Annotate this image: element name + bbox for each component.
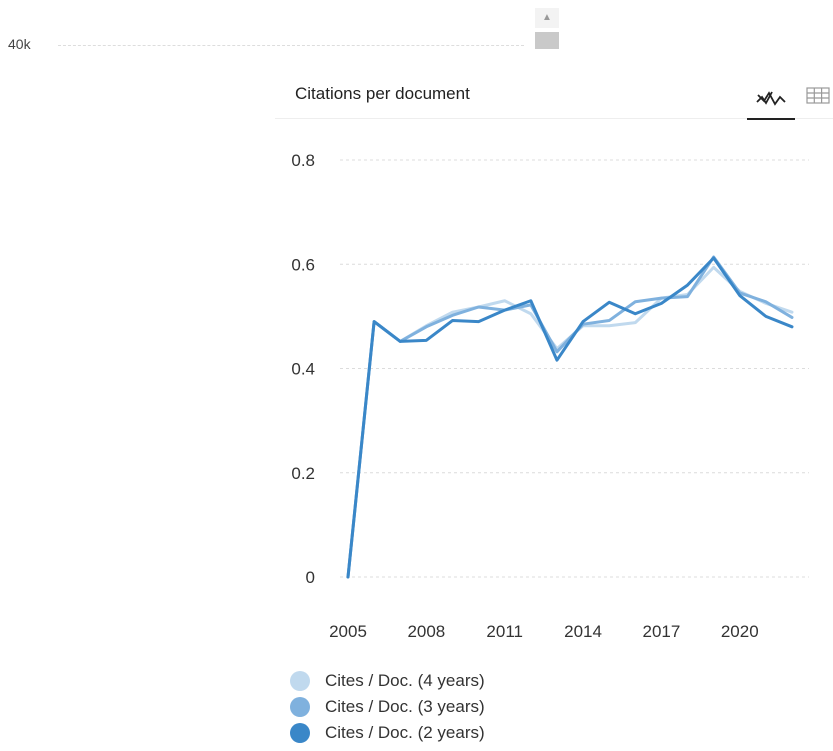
legend-item[interactable]: Cites / Doc. (2 years) — [290, 720, 485, 746]
line-chart-icon — [756, 91, 786, 106]
y-tick-label: 0.6 — [291, 255, 315, 274]
x-tick-label: 2011 — [486, 622, 523, 641]
legend-label: Cites / Doc. (2 years) — [325, 723, 485, 742]
legend-swatch — [290, 697, 310, 717]
x-tick-label: 2005 — [329, 622, 367, 641]
table-view-button[interactable] — [803, 82, 833, 108]
scrollbar-thumb[interactable] — [535, 32, 559, 49]
background-axis-label: 40k — [8, 36, 31, 52]
series-line-3 — [346, 256, 794, 579]
legend-label: Cites / Doc. (4 years) — [325, 671, 485, 690]
table-grid-icon — [806, 87, 830, 104]
legend-item[interactable]: Cites / Doc. (4 years) — [290, 668, 485, 694]
card-header: Citations per document — [275, 66, 833, 120]
x-tick-label: 2017 — [642, 622, 680, 641]
series-line-2 — [346, 255, 794, 579]
chart-legend: Cites / Doc. (4 years) Cites / Doc. (3 y… — [290, 668, 485, 746]
legend-label: Cites / Doc. (3 years) — [325, 697, 485, 716]
y-tick-label: 0.4 — [291, 360, 315, 379]
series-line-1 — [346, 265, 794, 579]
y-tick-label: 0.2 — [291, 464, 315, 483]
x-tick-label: 2020 — [721, 622, 759, 641]
line-chart-view-button[interactable] — [747, 80, 795, 120]
x-tick-label: 2008 — [407, 622, 445, 641]
chart-title: Citations per document — [295, 84, 470, 103]
legend-swatch — [290, 723, 310, 743]
legend-item[interactable]: Cites / Doc. (3 years) — [290, 694, 485, 720]
chart-card: Citations per document — [275, 66, 833, 751]
y-tick-label: 0.8 — [291, 151, 315, 170]
x-tick-label: 2014 — [564, 622, 602, 641]
background-gridline — [58, 45, 524, 46]
y-tick-label: 0 — [306, 568, 315, 587]
legend-swatch — [290, 671, 310, 691]
line-chart: 0 0.2 0.4 0.6 0.8 2005 2008 2011 2014 2017 2020 — [291, 151, 809, 641]
scroll-up-arrow-icon[interactable]: ▲ — [535, 8, 559, 28]
